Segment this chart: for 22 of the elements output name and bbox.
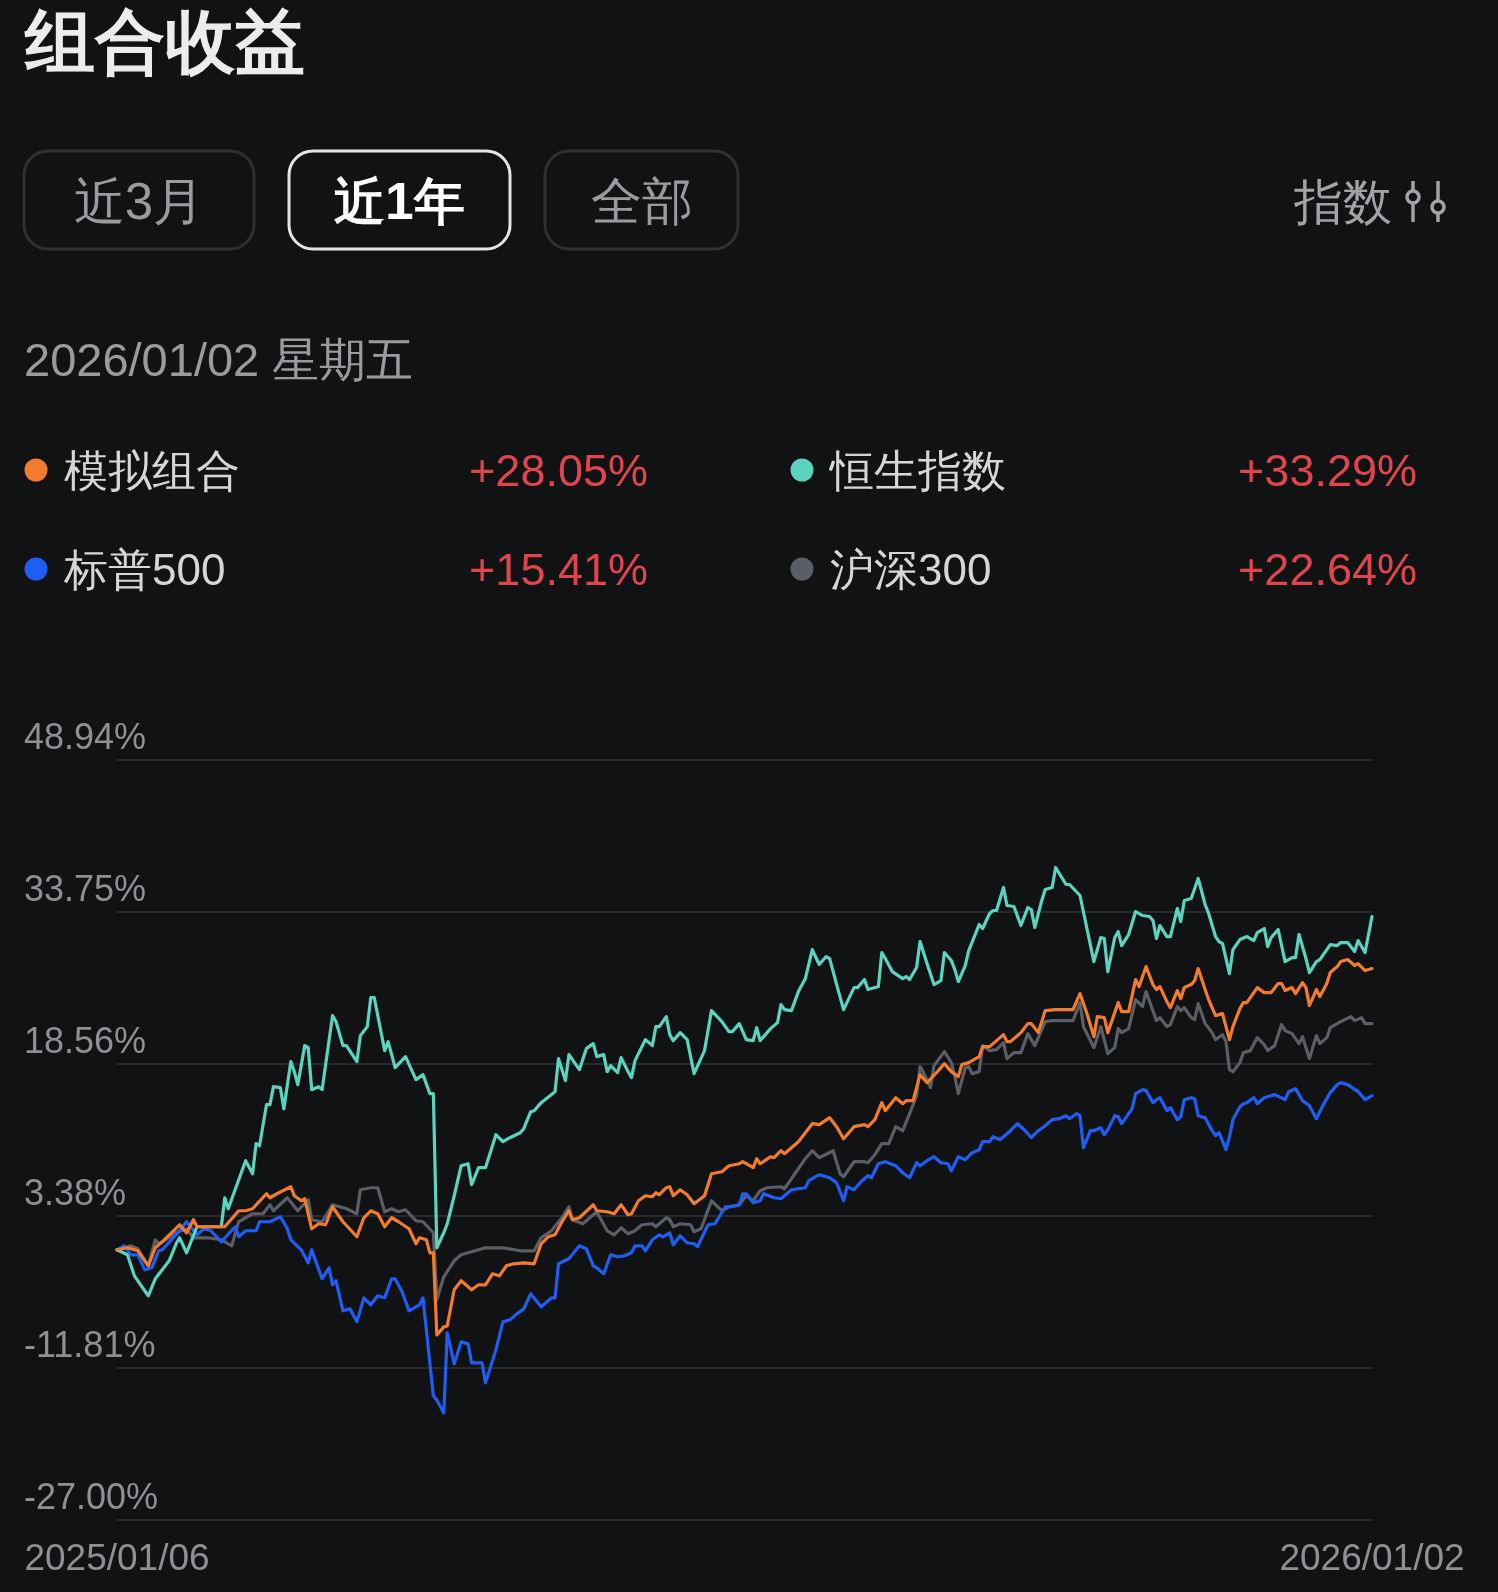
xtick-label: 2026/01/02 [1279,1537,1465,1578]
ytick-label: 33.75% [24,868,147,909]
subtitle: 2026/01/02 星期五 [24,333,414,386]
title: 组合收益 [25,3,305,81]
ytick-label: -11.81% [24,1324,156,1365]
ytick-label: 48.94% [24,716,147,757]
ytick-label: 18.56% [24,1020,147,1062]
legend-label: 沪深300 [830,545,992,594]
legend-label: 模拟组合 [64,446,240,495]
ytick-label: 3.38% [24,1171,127,1213]
legend-item: 恒生指数 +33.29% [790,445,1417,496]
legend-item: 模拟组合 +28.05% [24,445,648,496]
legend-item: 沪深300 +22.64% [790,544,1417,595]
legend-item: 标普500 +15.41% [24,544,648,595]
legend-label: 恒生指数 [828,446,1006,495]
xtick-label: 2025/01/06 [24,1537,210,1578]
button: 近1年 [287,149,512,251]
button: 近3月 [22,149,256,251]
ytick-label: -27.00% [24,1476,159,1517]
button: 全部 [543,149,740,251]
legend-label: 标普500 [63,545,226,594]
control: 指数 [1294,175,1392,229]
